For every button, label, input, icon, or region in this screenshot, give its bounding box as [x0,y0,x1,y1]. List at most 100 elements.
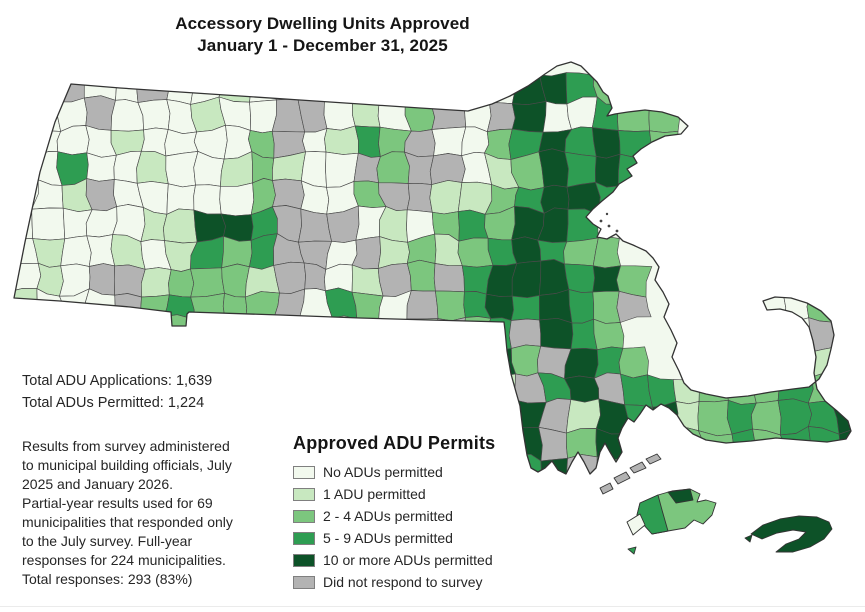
municipality-cell [647,374,677,408]
municipality-cell [570,318,598,351]
municipality-cell [429,180,463,215]
municipality-cell [594,153,621,188]
municipality-cell [831,345,851,379]
municipality-cell [31,207,66,241]
municipality-cell [300,151,327,188]
municipality-cell [617,130,652,158]
municipality-cell [376,151,410,184]
nantucket [750,515,833,553]
municipality-cell [618,346,649,379]
municipality-cell [563,237,599,267]
legend-label: 1 ADU permitted [323,486,426,502]
municipality-cell [221,235,253,269]
legend-swatch-icon [293,487,315,501]
municipality-cell [379,206,408,243]
title-line-2: January 1 - December 31, 2025 [197,36,448,55]
municipality-cell [190,292,226,323]
municipality-cell [568,289,595,324]
legend-swatch-icon [293,575,315,589]
municipality-cell [511,260,542,299]
municipality-cell [193,318,226,353]
municipality-cells [14,62,851,474]
municipality-cell [592,265,622,293]
municipality-cell [406,318,439,353]
municipality-cell [508,318,542,349]
municipality-cell [461,126,490,157]
municipality-cell [113,264,146,298]
municipality-cell [406,259,436,292]
municipality-cell [222,292,248,325]
municipality-cell [457,181,493,215]
municipality-cell [564,151,597,188]
legend-label: 5 - 9 ADUs permitted [323,530,453,546]
municipality-cell [297,74,331,101]
municipality-cell [404,69,435,103]
municipality-cell [430,102,467,130]
municipality-cell [244,291,280,325]
legend-title: Approved ADU Permits [293,433,496,453]
municipality-cell [60,235,92,267]
municipality-cell [565,398,601,434]
municipality-cell [538,289,573,324]
municipality-cell [432,374,467,407]
municipality-cell [324,74,358,102]
municipality-cell [433,263,465,293]
municipality-cell [406,290,439,320]
legend-swatch-icon [293,465,315,479]
municipality-cell [461,371,494,408]
municipality-cell [272,178,305,210]
elizabeth-island-icon [629,461,647,474]
municipality-cell [222,322,247,353]
municipality-cell [136,150,169,185]
municipality-cell [432,317,466,352]
municipality-cell [485,317,512,351]
municipality-cell [647,424,678,460]
municipality-cell [592,290,621,324]
municipality-cell [86,152,117,182]
municipality-cell [377,262,412,297]
municipality-cell [406,182,433,213]
nomans-islet [627,546,637,555]
municipality-cell [593,318,625,351]
title-line-1: Accessory Dwelling Units Approved [175,14,470,33]
boston-harbor-islets-icon [599,212,619,233]
municipality-cell [354,318,383,355]
municipality-cell [539,317,574,350]
municipality-cell [352,70,381,105]
municipality-cell [564,347,599,379]
totals-text: Total ADU Applications: 1,639 Total ADUs… [22,373,213,411]
municipality-cell [64,316,90,352]
municipality-cell [672,376,700,405]
municipality-cell [538,148,569,188]
state-outline [13,61,852,475]
legend-item: 10 or more ADUs permitted [293,549,623,571]
municipality-cell [84,316,118,351]
elizabeth-island-icon [599,482,614,495]
municipality-cell [138,316,168,348]
municipality-cell [273,261,306,294]
municipality-cell [244,317,276,353]
municipality-cell [457,237,494,268]
municipality-cell [353,152,381,184]
municipality-cell [378,318,413,353]
legend-item: 2 - 4 ADUs permitted [293,505,623,527]
municipality-cell [249,99,277,134]
municipality-cell [564,263,596,293]
municipality-cell [14,262,42,292]
islands [599,453,833,555]
municipality-cell [218,72,252,103]
municipality-cell [463,346,494,376]
municipality-cell [566,208,599,243]
tuckernuck-islet [744,534,753,543]
municipality-cell [511,205,545,241]
municipality-cell [270,70,303,101]
municipality-cell [430,71,465,104]
municipality-cell [85,178,118,212]
legend-item: 1 ADU permitted [293,483,623,505]
marthas-vineyard-north [667,488,694,504]
municipality-cell [460,71,492,105]
municipality-cell [221,263,250,298]
legend-swatch-icon [293,553,315,567]
